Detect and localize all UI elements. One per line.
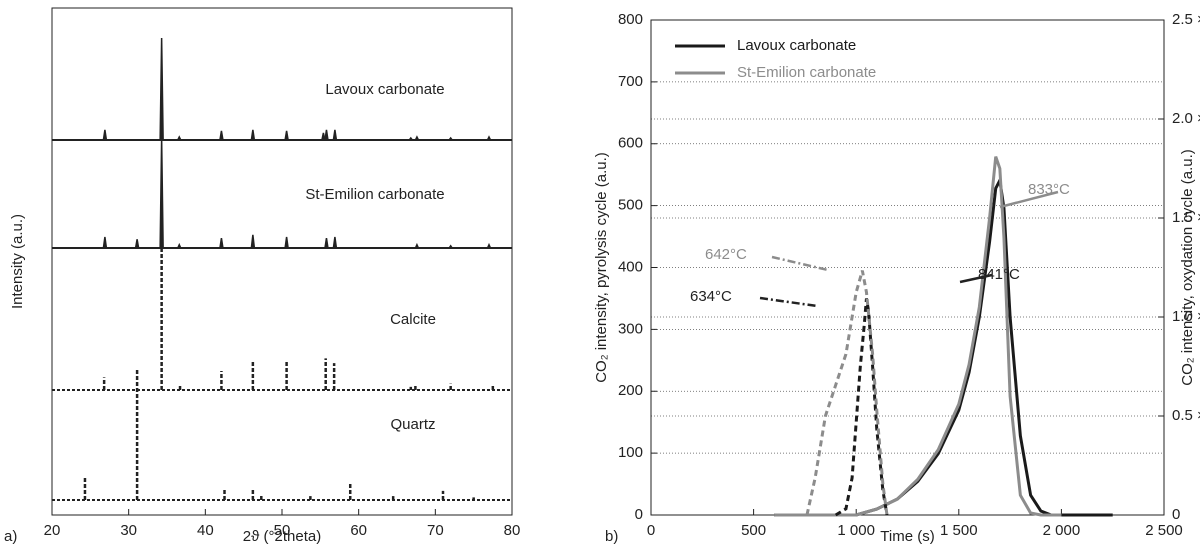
pattern-label: Calcite bbox=[390, 311, 436, 328]
y2-axis-label: CO₂ intensity, oxydation cycle (a.u.) bbox=[1179, 149, 1196, 385]
peak bbox=[159, 137, 164, 249]
x-tick-label: 50 bbox=[274, 522, 291, 539]
peak bbox=[324, 129, 329, 141]
peak bbox=[250, 234, 256, 249]
peak bbox=[219, 130, 224, 141]
annotation: 841°C bbox=[978, 266, 1020, 283]
panel-label: a) bbox=[4, 528, 17, 545]
y-tick-label: 600 bbox=[618, 135, 643, 152]
y-axis-label: CO₂ intensity, pyrolysis cycle (a.u.) bbox=[593, 152, 610, 383]
x-tick-label: 20 bbox=[44, 522, 61, 539]
x-tick-label: 2 500 bbox=[1145, 522, 1183, 539]
x-tick-label: 80 bbox=[504, 522, 521, 539]
peak bbox=[332, 129, 338, 141]
y2-tick-label: 1.0 × 10⁴ bbox=[1172, 308, 1200, 325]
legend-label: St-Emilion carbonate bbox=[737, 64, 876, 81]
x-axis-label: Time (s) bbox=[880, 528, 934, 545]
x-tick-label: 1 500 bbox=[940, 522, 978, 539]
peak bbox=[486, 242, 492, 249]
series-line bbox=[774, 156, 1062, 517]
peak bbox=[159, 37, 164, 141]
annotation-leader bbox=[999, 190, 1059, 209]
series-line bbox=[774, 175, 1113, 517]
peak bbox=[408, 136, 413, 141]
annotation: 642°C bbox=[705, 246, 747, 263]
y2-tick-label: 2.0 × 10⁴ bbox=[1172, 110, 1200, 127]
y2-tick-label: 0 bbox=[1172, 506, 1180, 523]
annotation: 833°C bbox=[1028, 181, 1070, 198]
peak bbox=[448, 136, 453, 141]
y-tick-label: 700 bbox=[618, 73, 643, 90]
pattern-label: Quartz bbox=[390, 416, 435, 433]
x-axis-label: 2ϑ (°2theta) bbox=[243, 528, 321, 545]
peak bbox=[332, 236, 338, 249]
y-tick-label: 500 bbox=[618, 197, 643, 214]
annotation-leader bbox=[959, 273, 993, 284]
x-tick-label: 70 bbox=[427, 522, 444, 539]
x-tick-label: 60 bbox=[350, 522, 367, 539]
panel-label: b) bbox=[605, 528, 618, 545]
peak bbox=[414, 242, 420, 249]
x-tick-label: 1 000 bbox=[837, 522, 875, 539]
annotation-leader bbox=[759, 296, 818, 308]
y-tick-label: 400 bbox=[618, 258, 643, 275]
x-tick-label: 2 000 bbox=[1043, 522, 1081, 539]
peak bbox=[486, 135, 492, 141]
annotation: 634°C bbox=[690, 288, 732, 305]
y-tick-label: 800 bbox=[618, 11, 643, 28]
annotation-leader bbox=[771, 255, 829, 272]
x-tick-label: 30 bbox=[120, 522, 137, 539]
peak bbox=[219, 237, 224, 249]
peak bbox=[448, 244, 453, 249]
pattern-label: Lavoux carbonate bbox=[325, 81, 444, 98]
y-tick-label: 300 bbox=[618, 320, 643, 337]
peak bbox=[177, 242, 182, 249]
x-tick-label: 0 bbox=[647, 522, 655, 539]
y2-tick-label: 0.5 × 10⁴ bbox=[1172, 407, 1200, 424]
peak bbox=[250, 129, 256, 141]
peak bbox=[177, 135, 182, 141]
y2-tick-label: 1.5 × 10⁴ bbox=[1172, 209, 1200, 226]
y-tick-label: 100 bbox=[618, 444, 643, 461]
legend-label: Lavoux carbonate bbox=[737, 37, 856, 54]
y-tick-label: 0 bbox=[635, 506, 643, 523]
peak bbox=[321, 132, 326, 141]
peak bbox=[102, 236, 108, 249]
x-tick-label: 40 bbox=[197, 522, 214, 539]
plot-frame bbox=[650, 19, 1165, 516]
peak bbox=[102, 129, 108, 141]
pattern-label: St-Emilion carbonate bbox=[305, 186, 444, 203]
y-tick-label: 200 bbox=[618, 382, 643, 399]
x-tick-label: 500 bbox=[741, 522, 766, 539]
peak bbox=[134, 239, 140, 249]
peak bbox=[284, 130, 289, 141]
peak bbox=[414, 135, 420, 141]
series-line bbox=[834, 298, 889, 517]
y2-tick-label: 2.5 × 10⁴ bbox=[1172, 11, 1200, 28]
series-line bbox=[805, 270, 889, 516]
peak bbox=[284, 236, 289, 249]
peak bbox=[324, 237, 329, 249]
y-axis-label: Intensity (a.u.) bbox=[9, 214, 26, 309]
